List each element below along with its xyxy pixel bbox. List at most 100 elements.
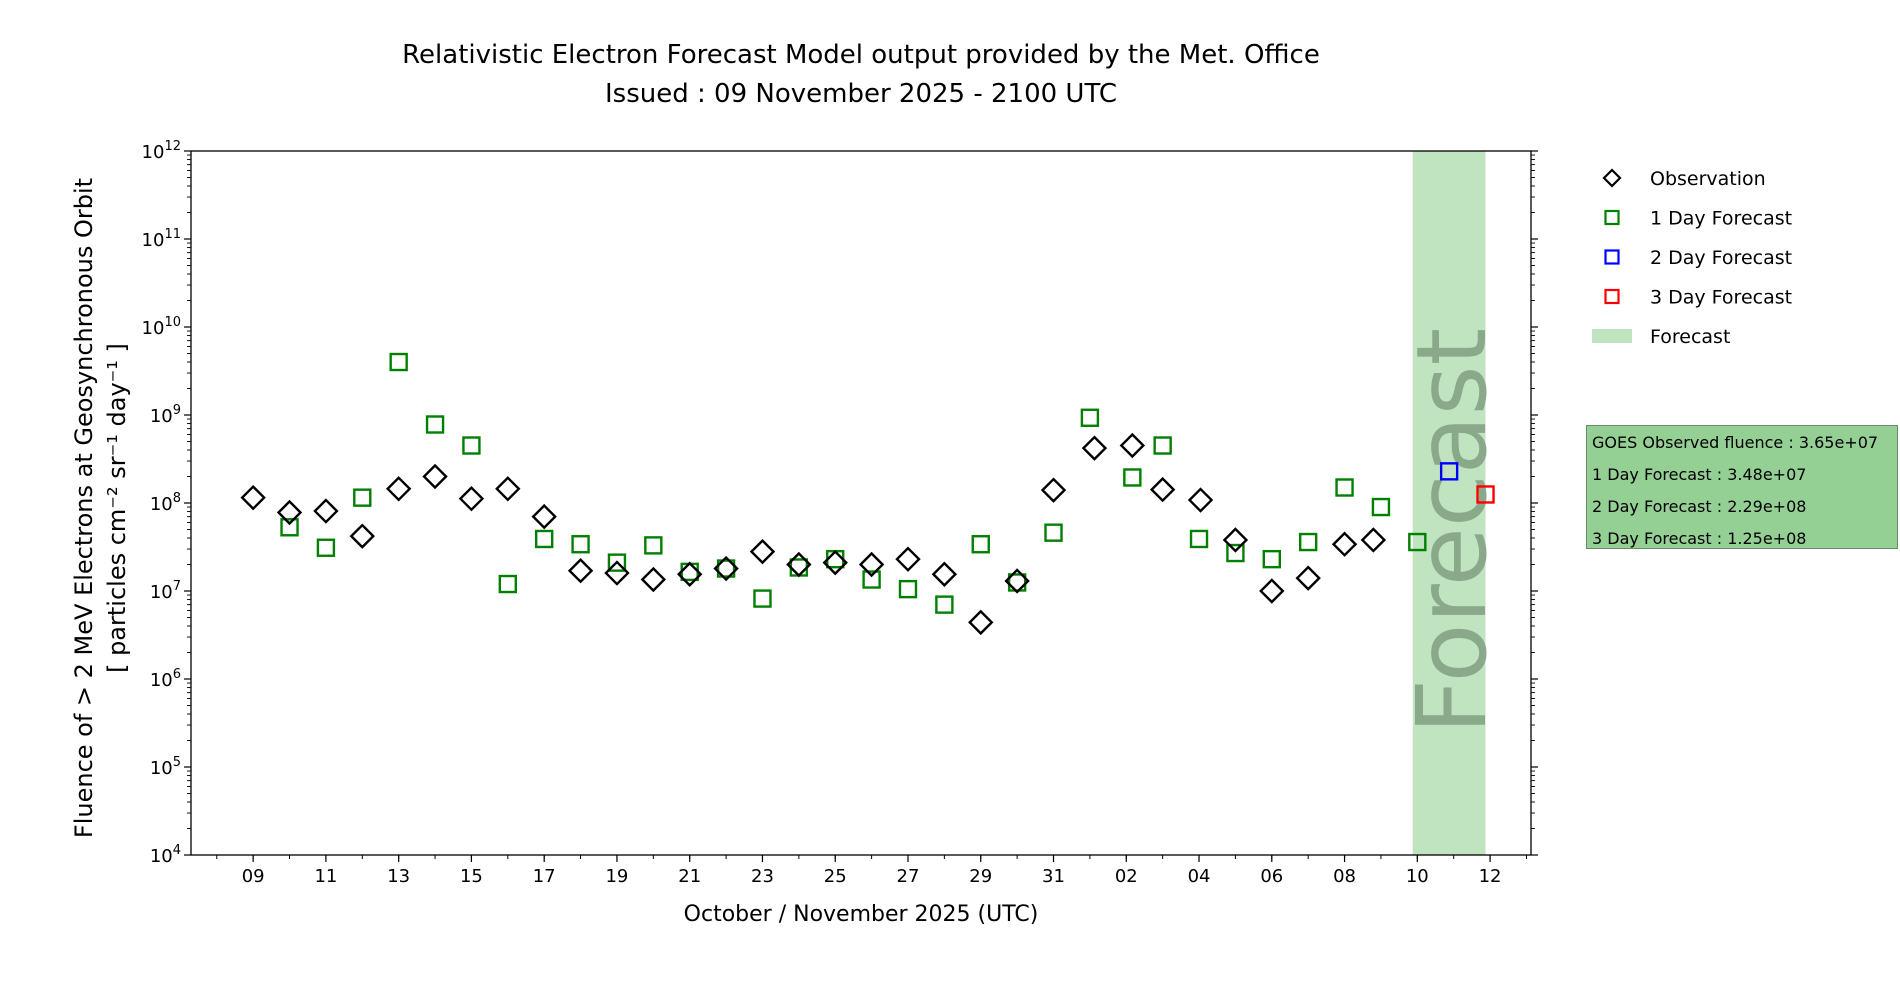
point-observation — [1149, 476, 1176, 503]
point-observation — [567, 558, 594, 584]
stats-observed-fluence: GOES Observed fluence : 3.65e+07 — [1592, 433, 1879, 452]
x-tick-label: 27 — [897, 866, 920, 887]
point-observation — [385, 476, 412, 502]
y-tick-label: 107 — [150, 579, 181, 603]
point-observation — [422, 463, 448, 490]
y-tick-label: 108 — [150, 491, 181, 515]
point-1-day-forecast — [571, 535, 590, 554]
x-tick-label: 02 — [1115, 866, 1138, 887]
point-observation — [1222, 527, 1249, 553]
fluence-summary-box: GOES Observed fluence : 3.65e+07 1 Day F… — [1586, 425, 1898, 549]
x-tick-label: 15 — [460, 866, 483, 887]
y-tick-label: 104 — [150, 843, 181, 867]
point-1-day-forecast — [425, 415, 445, 434]
point-observation — [458, 485, 485, 512]
point-1-day-forecast — [316, 538, 336, 557]
point-observation — [531, 503, 557, 530]
forecast-region — [1412, 151, 1486, 855]
point-observation — [1295, 565, 1321, 591]
point-observation — [276, 499, 303, 526]
point-1-day-forecast — [1123, 468, 1142, 487]
point-observation — [1004, 568, 1030, 594]
point-1-day-forecast — [1153, 436, 1172, 455]
point-1-day-forecast — [680, 562, 699, 582]
x-tick-label: 12 — [1479, 866, 1502, 887]
point-1-day-forecast — [935, 595, 954, 614]
point-1-day-forecast — [389, 352, 408, 372]
x-tick-label: 11 — [314, 866, 337, 887]
point-observation — [1119, 432, 1146, 459]
point-observation — [677, 561, 703, 587]
x-tick-label: 06 — [1260, 866, 1283, 887]
stats-1-day-forecast: 1 Day Forecast : 3.48e+07 — [1592, 465, 1807, 484]
point-observation — [931, 561, 958, 587]
point-observation — [349, 523, 375, 549]
x-axis-label: October / November 2025 (UTC) — [684, 902, 1039, 927]
point-observation — [786, 551, 812, 578]
y-axis-label-line1: Fluence of > 2 MeV Electrons at Geosynch… — [70, 178, 98, 838]
point-1-day-forecast — [1226, 543, 1245, 563]
point-observation — [895, 546, 921, 572]
x-tick-label: 13 — [387, 866, 410, 887]
point-1-day-forecast — [462, 436, 481, 455]
forecast-region-label: Forecast — [1396, 328, 1508, 734]
legend-label: Observation — [1650, 168, 1766, 190]
y-tick-label: 105 — [150, 755, 181, 779]
point-observation — [713, 555, 739, 582]
point-1-day-forecast — [1189, 529, 1209, 549]
stats-2-day-forecast: 2 Day Forecast : 2.29e+08 — [1592, 497, 1807, 516]
point-observation — [240, 484, 266, 511]
x-tick-label: 31 — [1042, 866, 1065, 887]
legend-marker-1-day-forecast — [1604, 209, 1620, 226]
point-1-day-forecast — [716, 559, 736, 578]
point-1-day-forecast — [1408, 532, 1427, 552]
y-axis-label-line2: [ particles cm⁻² sr⁻¹ day⁻¹ ] — [103, 343, 131, 673]
x-tick-label: 21 — [678, 866, 701, 887]
plot-frame — [190, 150, 1532, 856]
point-1-day-forecast — [1298, 532, 1318, 552]
point-observation — [604, 560, 630, 586]
legend-marker-forecast-region — [1592, 329, 1632, 343]
point-1-day-forecast — [789, 558, 809, 577]
legend-marker-3-day-forecast — [1604, 288, 1620, 305]
point-1-day-forecast — [534, 529, 554, 549]
x-tick-label: 29 — [969, 866, 992, 887]
x-tick-label: 04 — [1188, 866, 1211, 887]
point-1-day-forecast — [607, 553, 627, 572]
point-1-day-forecast — [753, 589, 772, 608]
point-1-day-forecast — [1044, 523, 1063, 542]
x-tick-label: 25 — [824, 866, 847, 887]
x-tick-label: 23 — [751, 866, 774, 887]
x-tick-label: 17 — [533, 866, 556, 887]
point-1-day-forecast — [498, 574, 518, 594]
legend-label: 3 Day Forecast — [1650, 287, 1792, 309]
y-tick-label: 106 — [150, 667, 181, 691]
point-1-day-forecast — [862, 570, 881, 589]
point-observation — [1081, 435, 1108, 461]
x-tick-label: 10 — [1406, 866, 1429, 887]
legend-label: 1 Day Forecast — [1650, 208, 1792, 230]
point-observation — [313, 498, 339, 524]
y-tick-label: 1011 — [142, 227, 181, 251]
point-1-day-forecast — [898, 579, 918, 599]
point-1-day-forecast — [1371, 497, 1391, 517]
chart-title: Relativistic Electron Forecast Model out… — [402, 40, 1320, 70]
point-observation — [749, 538, 776, 565]
point-1-day-forecast — [1335, 478, 1354, 497]
point-1-day-forecast — [1080, 408, 1100, 427]
stats-3-day-forecast: 3 Day Forecast : 1.25e+08 — [1592, 529, 1807, 548]
point-observation — [640, 566, 667, 593]
x-tick-label: 09 — [242, 866, 265, 887]
x-tick-label: 08 — [1333, 866, 1356, 887]
point-1-day-forecast — [826, 549, 845, 569]
point-1-day-forecast — [1262, 549, 1281, 569]
legend-marker-2-day-forecast — [1604, 249, 1620, 265]
y-tick-label: 1012 — [142, 139, 181, 163]
point-1-day-forecast — [644, 536, 663, 555]
point-2-day-forecast — [1439, 462, 1459, 481]
point-1-day-forecast — [971, 535, 990, 554]
point-3-day-forecast — [1476, 485, 1495, 504]
point-observation — [1360, 527, 1387, 553]
point-observation — [1187, 487, 1214, 513]
